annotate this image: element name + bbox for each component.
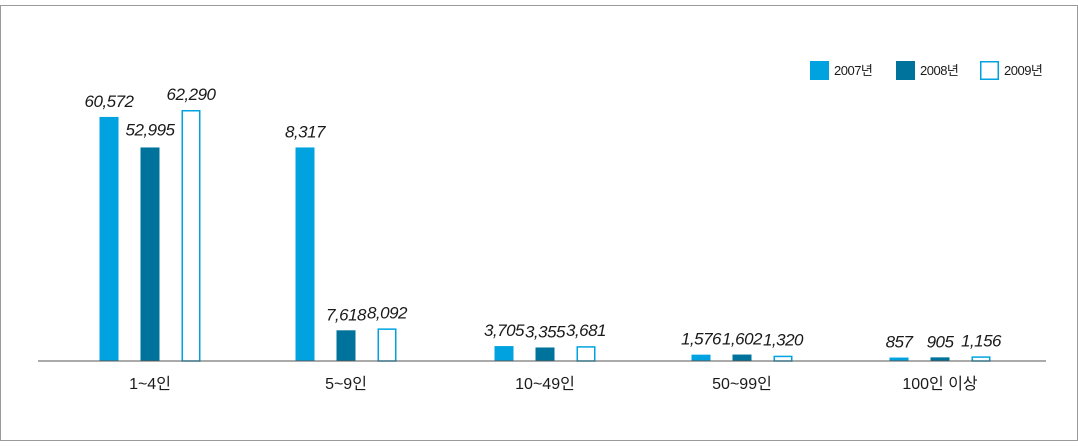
value-label: 857 [886,333,914,352]
legend-swatch-3 [980,61,999,80]
value-label: 7,618 [326,305,367,324]
value-label: 1,156 [961,331,1002,350]
value-label: 8,092 [367,303,408,322]
value-label: 60,572 [85,92,135,111]
value-label: 3,705 [484,321,525,340]
legend-label-3: 2009년 [1004,63,1042,78]
bar-5-series-1 [889,357,909,361]
bar-4-series-2 [732,354,752,361]
legend-swatch-2 [896,61,915,80]
bar-2-series-1 [295,147,315,361]
value-label: 1,320 [763,331,804,350]
bar-3-series-3 [576,346,596,362]
category-label: 50~99인 [712,375,772,393]
legend: 2007년 2008년 2009년 [810,61,1043,80]
bars-group [99,110,991,362]
bar-2-series-2 [336,330,356,361]
value-label: 1,602 [722,330,763,349]
value-label: 3,355 [525,322,566,341]
category-label: 1~4인 [129,375,171,393]
bar-3-series-2 [535,347,555,361]
category-labels-group: 1~4인 5~9인 10~49인 50~99인 100인 이상 [129,375,978,393]
value-label: 8,317 [285,122,326,141]
bar-5-series-3 [971,356,991,362]
value-label: 62,290 [167,85,217,104]
category-label: 10~49인 [515,375,575,393]
bar-4-series-1 [691,354,711,361]
bar-1-series-3 [181,110,201,362]
value-label: 905 [927,332,955,351]
bar-4-series-3 [773,355,793,362]
value-label: 1,576 [681,330,722,349]
bar-3-series-1 [494,346,514,361]
value-label: 52,995 [126,120,176,139]
category-label: 5~9인 [325,375,367,393]
value-label: 3,681 [566,321,606,340]
legend-label-2: 2008년 [920,63,958,78]
bar-2-series-3 [377,328,397,362]
bar-1-series-1 [99,116,119,361]
category-label: 100인 이상 [902,375,978,393]
bar-1-series-2 [140,147,160,361]
bar-5-series-2 [930,357,950,361]
legend-label-1: 2007년 [834,63,872,78]
legend-swatch-1 [810,61,829,80]
